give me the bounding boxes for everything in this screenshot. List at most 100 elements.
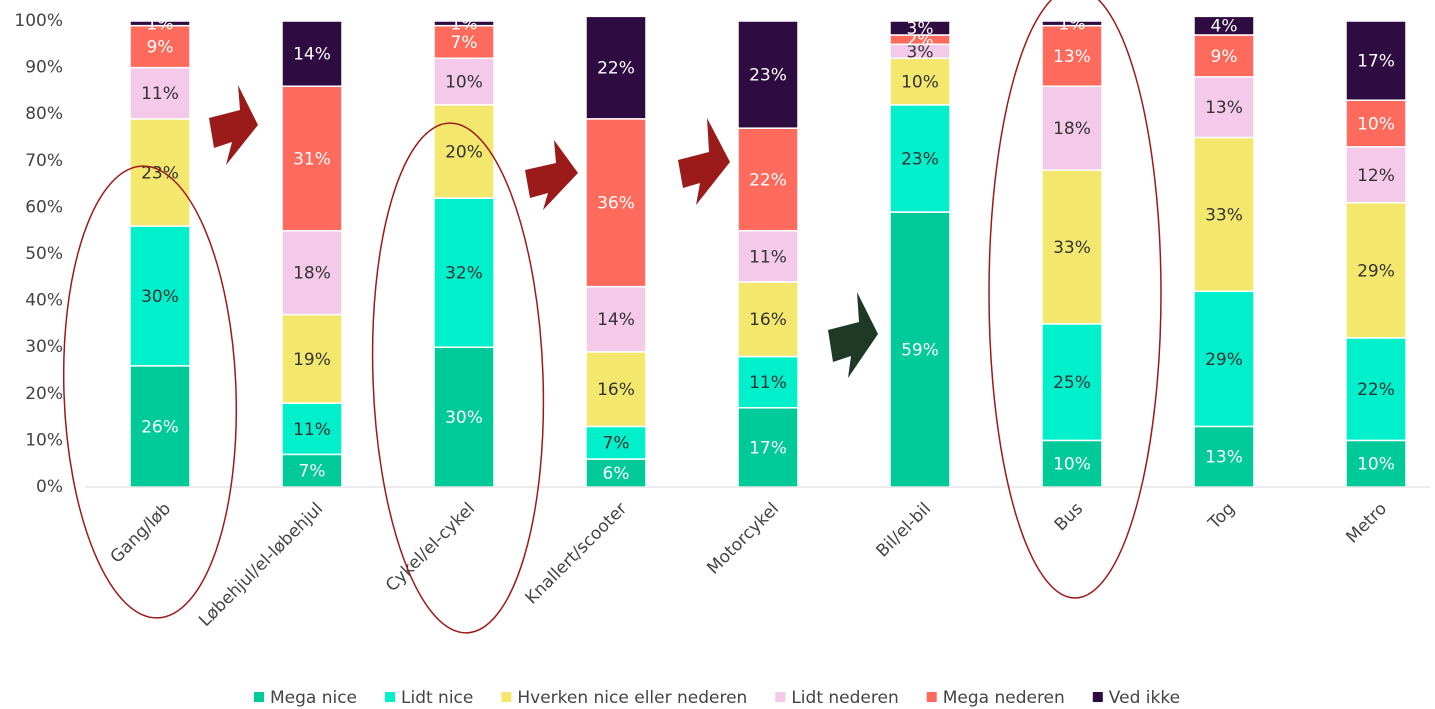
x-tick-label: Bus	[1051, 499, 1087, 535]
data-label: 11%	[293, 420, 331, 440]
bar-segment	[737, 127, 799, 232]
bar-segment	[585, 351, 647, 428]
legend-swatch	[926, 692, 937, 702]
data-label: 20%	[445, 142, 483, 162]
data-label: 10%	[901, 73, 939, 93]
highlight-ellipse	[988, 0, 1162, 599]
data-label: 14%	[597, 310, 635, 330]
bar-segment	[1193, 290, 1255, 428]
y-tick-label: 10%	[25, 430, 63, 450]
bar-segment	[889, 104, 951, 213]
bar-segment	[129, 225, 191, 367]
data-label: 29%	[1205, 350, 1243, 370]
data-label: 1%	[451, 14, 478, 34]
x-tick-label: Løbehjul/el-løbehjul	[195, 499, 327, 631]
data-label: 22%	[749, 170, 787, 190]
y-tick-label: 20%	[25, 384, 63, 404]
x-tick-label: Bil/el-bil	[873, 499, 936, 562]
bar-segment	[585, 15, 647, 120]
data-label: 33%	[1205, 205, 1243, 225]
y-tick-label: 30%	[25, 337, 63, 357]
data-label: 9%	[147, 38, 174, 58]
data-label: 6%	[603, 464, 630, 484]
x-tick-label: Tog	[1204, 499, 1239, 534]
data-label: 12%	[1357, 166, 1395, 186]
bar-segment	[281, 20, 343, 87]
bar-segment	[585, 285, 647, 353]
bar-segment	[1193, 76, 1255, 139]
y-tick-label: 70%	[25, 151, 63, 171]
data-label: 7%	[451, 33, 478, 53]
data-label: 32%	[445, 264, 483, 284]
y-tick-label: 60%	[25, 197, 63, 217]
data-label: 23%	[141, 163, 179, 183]
data-label: 1%	[1059, 14, 1086, 34]
bar-segment	[737, 281, 799, 358]
bar-segment	[737, 229, 799, 283]
data-label: 59%	[901, 341, 939, 361]
data-label: 23%	[749, 66, 787, 86]
y-tick-label: 80%	[25, 104, 63, 124]
data-label: 36%	[597, 194, 635, 214]
legend-label: Mega nice	[270, 688, 357, 708]
data-label: 3%	[907, 42, 934, 62]
bar-segment	[1345, 337, 1407, 442]
bar-segment	[585, 425, 647, 460]
data-label: 13%	[1053, 47, 1091, 67]
legend-label: Lidt nice	[401, 688, 473, 708]
data-label: 22%	[1357, 380, 1395, 400]
bar-segment	[433, 197, 495, 348]
data-label: 7%	[603, 434, 630, 454]
x-tick-label: Motorcykel	[703, 499, 783, 579]
y-tick-label: 100%	[14, 11, 63, 31]
legend-swatch	[1092, 692, 1103, 702]
legend-label: Lidt nederen	[791, 688, 898, 708]
legend-swatch	[501, 692, 512, 702]
bar-segment	[585, 118, 647, 288]
data-label: 14%	[293, 45, 331, 65]
data-label: 10%	[1357, 455, 1395, 475]
highlight-ellipse	[371, 122, 545, 634]
bar-segment	[1345, 20, 1407, 101]
data-label: 10%	[445, 73, 483, 93]
bar-segment	[433, 20, 495, 27]
annotations	[62, 0, 1162, 634]
data-label: 22%	[597, 59, 635, 79]
bar-segment	[1193, 15, 1255, 36]
x-tick-label: Cykel/el-cykel	[382, 499, 479, 596]
bar-segment	[1345, 146, 1407, 204]
data-label: 16%	[749, 310, 787, 330]
bar-segment	[1193, 136, 1255, 293]
data-label: 13%	[1205, 448, 1243, 468]
y-tick-label: 40%	[25, 291, 63, 311]
arrow	[209, 85, 258, 165]
y-tick-label: 50%	[25, 244, 63, 264]
bar-segment	[433, 24, 495, 60]
y-tick-label: 0%	[36, 477, 63, 497]
bar-segment	[1345, 99, 1407, 148]
data-label: 11%	[749, 373, 787, 393]
bar-segment	[889, 57, 951, 106]
bar-segment	[281, 229, 343, 316]
data-label: 19%	[293, 350, 331, 370]
data-label: 26%	[141, 417, 179, 437]
bar-segment	[737, 20, 799, 129]
bar-segment	[281, 85, 343, 232]
bar-segment	[1041, 169, 1103, 325]
data-label: 10%	[1053, 455, 1091, 475]
bar-segment	[433, 104, 495, 199]
data-label: 11%	[749, 247, 787, 267]
data-label: 31%	[293, 149, 331, 169]
x-tick-label: Gang/løb	[107, 499, 175, 567]
x-tick-label: Metro	[1342, 499, 1391, 548]
bar-segment	[129, 365, 191, 488]
data-label: 9%	[1211, 47, 1238, 67]
legend: Mega nice Lidt nice Hverken nice eller ned…	[253, 688, 1180, 708]
bar-segment	[1345, 201, 1407, 339]
plot: 0% 10% 20% 30% 40% 50% 60% 70% 80% 90% 100% 26% 30% 2…	[14, 11, 1430, 631]
bar-segment	[585, 458, 647, 488]
data-label: 25%	[1053, 373, 1091, 393]
data-label: 16%	[597, 380, 635, 400]
bar-segment	[129, 20, 191, 27]
